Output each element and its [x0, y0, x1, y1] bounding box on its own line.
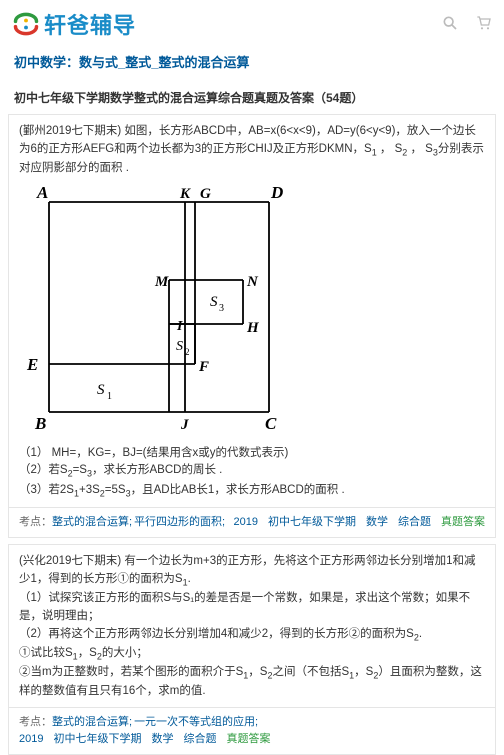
svg-text:D: D: [270, 184, 283, 202]
svg-text:J: J: [180, 417, 189, 432]
svg-text:S: S: [210, 294, 218, 310]
tag-link[interactable]: 综合题: [183, 731, 216, 748]
kp-link[interactable]: 整式的混合运算;: [52, 714, 132, 731]
cart-icon[interactable]: [476, 15, 492, 34]
svg-text:K: K: [179, 186, 191, 202]
svg-text:G: G: [200, 186, 211, 202]
kp-link[interactable]: 一元一次不等式组的应用;: [134, 714, 258, 731]
q1-p1: （1） MH=，KG=，BJ=(结果用含x或y的代数式表示): [19, 445, 485, 463]
answer-link[interactable]: 真题答案: [441, 514, 485, 531]
svg-text:C: C: [265, 414, 277, 432]
tag-link[interactable]: 初中七年级下学期: [268, 514, 356, 531]
brand-logo-icon: [12, 10, 40, 38]
question-card-2: (兴化2019七下期末) 有一个边长为m+3的正方形，先将这个正方形两邻边长分别…: [8, 544, 496, 755]
tag-link[interactable]: 初中七年级下学期: [53, 731, 141, 748]
tag-link[interactable]: 2019: [234, 514, 258, 531]
svg-text:H: H: [246, 320, 260, 336]
search-icon[interactable]: [442, 15, 458, 34]
svg-text:A: A: [36, 184, 48, 202]
divider: [9, 707, 495, 708]
q2-tags: 2019 初中七年级下学期 数学 综合题 真题答案: [19, 731, 270, 748]
svg-text:2: 2: [185, 347, 190, 357]
page-title-link[interactable]: 初中数学：数与式_整式_整式的混合运算: [14, 55, 249, 70]
question-card-1: (鄞州2019七下期末) 如图，长方形ABCD中，AB=x(6<x<9)，AD=…: [8, 114, 496, 538]
q1-keypoints: 考点： 整式的混合运算; 平行四边形的面积;: [19, 514, 227, 531]
q1-diagram: AKGDMNS3IHFS2ES1BJC: [19, 184, 485, 439]
svg-text:I: I: [176, 319, 183, 334]
tag-link[interactable]: 数学: [366, 514, 388, 531]
brand-text: 轩爸辅导: [44, 8, 136, 40]
tag-link[interactable]: 综合题: [398, 514, 431, 531]
svg-text:3: 3: [219, 303, 224, 314]
q2-body: (兴化2019七下期末) 有一个边长为m+3的正方形，先将这个正方形两邻边长分别…: [19, 553, 485, 590]
svg-text:1: 1: [107, 391, 112, 402]
svg-text:F: F: [198, 359, 209, 375]
svg-text:E: E: [26, 355, 38, 374]
q2-p4: ②当m为正整数时，若某个图形的面积介于S1，S2之间（不包括S1，S2）且面积为…: [19, 664, 485, 701]
subtitle: 初中七年级下学期数学整式的混合运算综合题真题及答案（54题）: [0, 79, 504, 114]
divider: [9, 507, 495, 508]
kp-link[interactable]: 平行四边形的面积;: [134, 514, 225, 531]
q2-p2: （2）再将这个正方形两邻边长分别增加4和减少2，得到的长方形②的面积为S2.: [19, 626, 485, 645]
q1-p2: （2）若S2=S3，求长方形ABCD的周长 .: [19, 462, 485, 481]
svg-text:S: S: [97, 382, 105, 398]
q1-p3: （3）若2S1+3S2=5S3，且AD比AB长1，求长方形ABCD的面积 .: [19, 482, 485, 501]
kp-link[interactable]: 整式的混合运算;: [52, 514, 132, 531]
answer-link[interactable]: 真题答案: [226, 731, 270, 748]
brand[interactable]: 轩爸辅导: [12, 8, 136, 40]
tag-link[interactable]: 数学: [151, 731, 173, 748]
tag-link[interactable]: 2019: [19, 731, 43, 748]
q1-body: (鄞州2019七下期末) 如图，长方形ABCD中，AB=x(6<x<9)，AD=…: [19, 123, 485, 178]
svg-text:S: S: [176, 339, 183, 354]
svg-text:B: B: [34, 414, 46, 432]
q2-p1: （1）试探究该正方形的面积S与S₁的差是否是一个常数，如果是，求出这个常数；如果…: [19, 590, 485, 626]
svg-text:M: M: [154, 274, 169, 290]
q2-p3: ①试比较S1，S2的大小；: [19, 645, 485, 664]
svg-text:N: N: [246, 274, 259, 290]
q1-tags: 2019 初中七年级下学期 数学 综合题 真题答案: [234, 514, 485, 531]
q2-keypoints: 考点： 整式的混合运算; 一元一次不等式组的应用;: [19, 714, 260, 731]
